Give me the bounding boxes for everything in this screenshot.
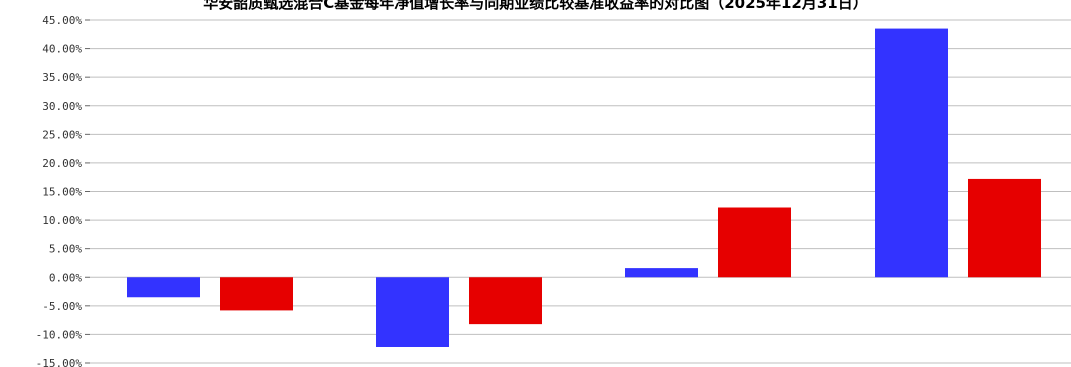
y-tick-label: -15.00% bbox=[36, 357, 83, 367]
bar-series-1-group-4 bbox=[875, 28, 948, 278]
y-tick-label: -5.00% bbox=[42, 300, 82, 313]
y-axis: -15.00% -10.00% -5.00% 0.00% 5.00% 10.00% 15.0… bbox=[36, 14, 90, 367]
y-tick-label: 25.00% bbox=[42, 128, 82, 141]
y-tick-label: 40.00% bbox=[42, 43, 82, 56]
y-tick-label: 20.00% bbox=[42, 157, 82, 170]
bar-series-2-group-1 bbox=[220, 277, 293, 311]
bar-series-1-group-2 bbox=[376, 277, 449, 347]
y-tick-label: 35.00% bbox=[42, 71, 82, 84]
y-tick-label: 0.00% bbox=[49, 271, 82, 284]
bar-series-2-group-4 bbox=[968, 178, 1041, 278]
y-tick-label: -10.00% bbox=[36, 328, 83, 341]
y-tick-label: 15.00% bbox=[42, 186, 82, 199]
y-tick-label: 45.00% bbox=[42, 14, 82, 27]
y-tick-label: 5.00% bbox=[49, 243, 82, 256]
y-tick-label: 10.00% bbox=[42, 214, 82, 227]
bar-series-1-group-1 bbox=[127, 277, 200, 298]
bar-series-2-group-2 bbox=[469, 277, 542, 325]
y-tick-label: 30.00% bbox=[42, 100, 82, 113]
chart-title: 华安韶质甄选混合C基金每年净值增长率与同期业绩比较基准收益率的对比图（2025年… bbox=[203, 0, 868, 12]
bars bbox=[127, 28, 1041, 347]
bar-series-2-group-3 bbox=[718, 207, 791, 278]
bar-series-1-group-3 bbox=[625, 268, 698, 278]
